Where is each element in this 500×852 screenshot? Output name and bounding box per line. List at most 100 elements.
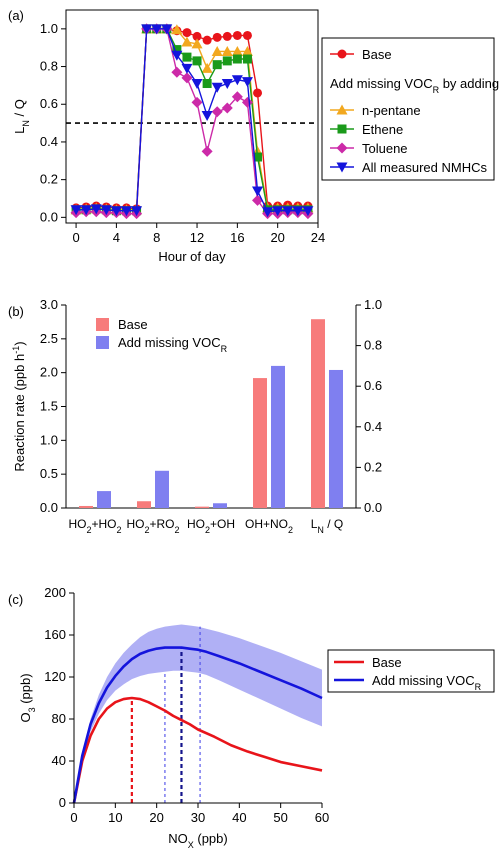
data-point-a xyxy=(292,206,304,217)
data-point-a xyxy=(201,145,213,157)
data-point-a xyxy=(211,82,223,93)
data-point-a xyxy=(172,45,182,55)
data-point-a xyxy=(202,79,212,89)
x-tick-label-a: 20 xyxy=(270,230,284,245)
bar-b xyxy=(195,506,209,508)
data-point-a xyxy=(222,56,232,66)
y-tick-label-a: 0.6 xyxy=(40,96,58,111)
data-point-a xyxy=(211,45,223,56)
bar-b xyxy=(97,491,111,508)
x-tick-label-a: 4 xyxy=(113,230,120,245)
legend-marker-a xyxy=(336,104,348,115)
data-point-a xyxy=(232,30,242,40)
data-point-a xyxy=(231,91,243,103)
category-label-b: LN / Q xyxy=(311,517,344,535)
y-tick-label-b: 1.0 xyxy=(40,432,58,447)
y2-tick-label-b: 1.0 xyxy=(364,297,382,312)
y2-tick-label-b: 0.2 xyxy=(364,459,382,474)
series-line-a xyxy=(76,28,308,215)
data-point-a xyxy=(70,205,82,216)
legend-label-a: Toluene xyxy=(362,141,408,156)
y-tick-label-c: 120 xyxy=(44,669,66,684)
x-tick-label-c: 0 xyxy=(70,810,77,825)
data-point-a xyxy=(253,88,263,98)
data-point-a xyxy=(212,32,222,42)
data-point-a xyxy=(212,60,222,70)
data-point-a xyxy=(201,62,213,73)
series-line-a xyxy=(76,28,308,210)
y-axis-label-b: Reaction rate (ppb h-1) xyxy=(11,341,27,471)
data-point-a xyxy=(221,102,233,114)
y2-tick-label-b: 0.8 xyxy=(364,338,382,353)
x-axis-label-c: NOX (ppb) xyxy=(168,831,227,850)
y-tick-label-c: 200 xyxy=(44,585,66,600)
series-line-c xyxy=(72,646,323,804)
bar-b xyxy=(329,369,343,508)
legend-label-b: Base xyxy=(118,317,148,332)
data-point-a xyxy=(182,28,192,38)
y-tick-label-b: 2.0 xyxy=(40,365,58,380)
category-label-b: HO2+OH xyxy=(187,517,235,535)
bar-b xyxy=(213,503,227,508)
legend-a xyxy=(321,37,495,181)
legend-swatch-b xyxy=(96,336,109,349)
x-tick-label-c: 30 xyxy=(191,810,205,825)
data-point-a xyxy=(241,45,253,56)
x-tick-label-a: 24 xyxy=(311,230,325,245)
data-point-a xyxy=(181,36,193,47)
y-tick-label-a: 0.0 xyxy=(40,209,58,224)
data-point-a xyxy=(242,54,252,64)
data-point-a xyxy=(242,30,252,40)
y-tick-label-b: 0.0 xyxy=(40,500,58,515)
legend-label-a: Ethene xyxy=(362,122,403,137)
y2-tick-label-b: 0.6 xyxy=(364,378,382,393)
y-tick-label-b: 1.5 xyxy=(40,399,58,414)
data-point-a xyxy=(252,186,264,197)
y-axis-label-c: O3 (ppb) xyxy=(18,673,37,722)
panel-label-a: (a) xyxy=(8,8,24,23)
y-tick-label-a: 0.4 xyxy=(40,134,58,149)
data-point-a xyxy=(191,79,203,90)
x-tick-label-c: 60 xyxy=(315,810,329,825)
legend-label-c: Base xyxy=(372,655,402,670)
bar-b xyxy=(271,365,285,508)
legend-c xyxy=(327,649,495,693)
data-point-a xyxy=(262,207,274,218)
data-point-a xyxy=(302,206,314,217)
legend-marker-a xyxy=(336,162,348,173)
series-line-a xyxy=(76,28,308,211)
data-point-a xyxy=(231,45,243,56)
x-axis-label-a: Hour of day xyxy=(158,249,226,264)
y-tick-label-a: 1.0 xyxy=(40,21,58,36)
legend-label-b: Add missing VOCR xyxy=(118,335,228,354)
y-tick-label-c: 80 xyxy=(52,711,66,726)
legend-marker-base-a xyxy=(337,49,347,59)
data-point-a xyxy=(222,31,232,41)
uncertainty-band-c xyxy=(74,624,322,803)
panel-label-b: (b) xyxy=(8,304,24,319)
bar-b xyxy=(137,501,151,508)
bar-b xyxy=(311,319,325,508)
data-point-a xyxy=(141,24,153,35)
bar-b xyxy=(155,470,169,508)
data-point-a xyxy=(211,106,223,118)
data-point-a xyxy=(161,24,173,35)
legend-marker-a xyxy=(336,142,348,154)
data-point-a xyxy=(282,206,294,217)
legend-label-a: n-pentane xyxy=(362,103,421,118)
y-tick-label-b: 0.5 xyxy=(40,466,58,481)
y-tick-label-c: 0 xyxy=(59,795,66,810)
category-label-b: HO2+RO2 xyxy=(126,517,179,535)
x-tick-label-a: 12 xyxy=(190,230,204,245)
x-tick-label-a: 16 xyxy=(230,230,244,245)
data-point-a xyxy=(80,205,92,216)
data-point-a xyxy=(221,45,233,56)
legend-marker-a xyxy=(337,124,347,134)
legend-b xyxy=(96,316,264,354)
y2-tick-label-b: 0.4 xyxy=(364,419,382,434)
data-point-a xyxy=(110,206,122,217)
y2-tick-label-b: 0.0 xyxy=(364,500,382,515)
bar-b xyxy=(253,378,267,508)
data-point-a xyxy=(171,24,183,35)
